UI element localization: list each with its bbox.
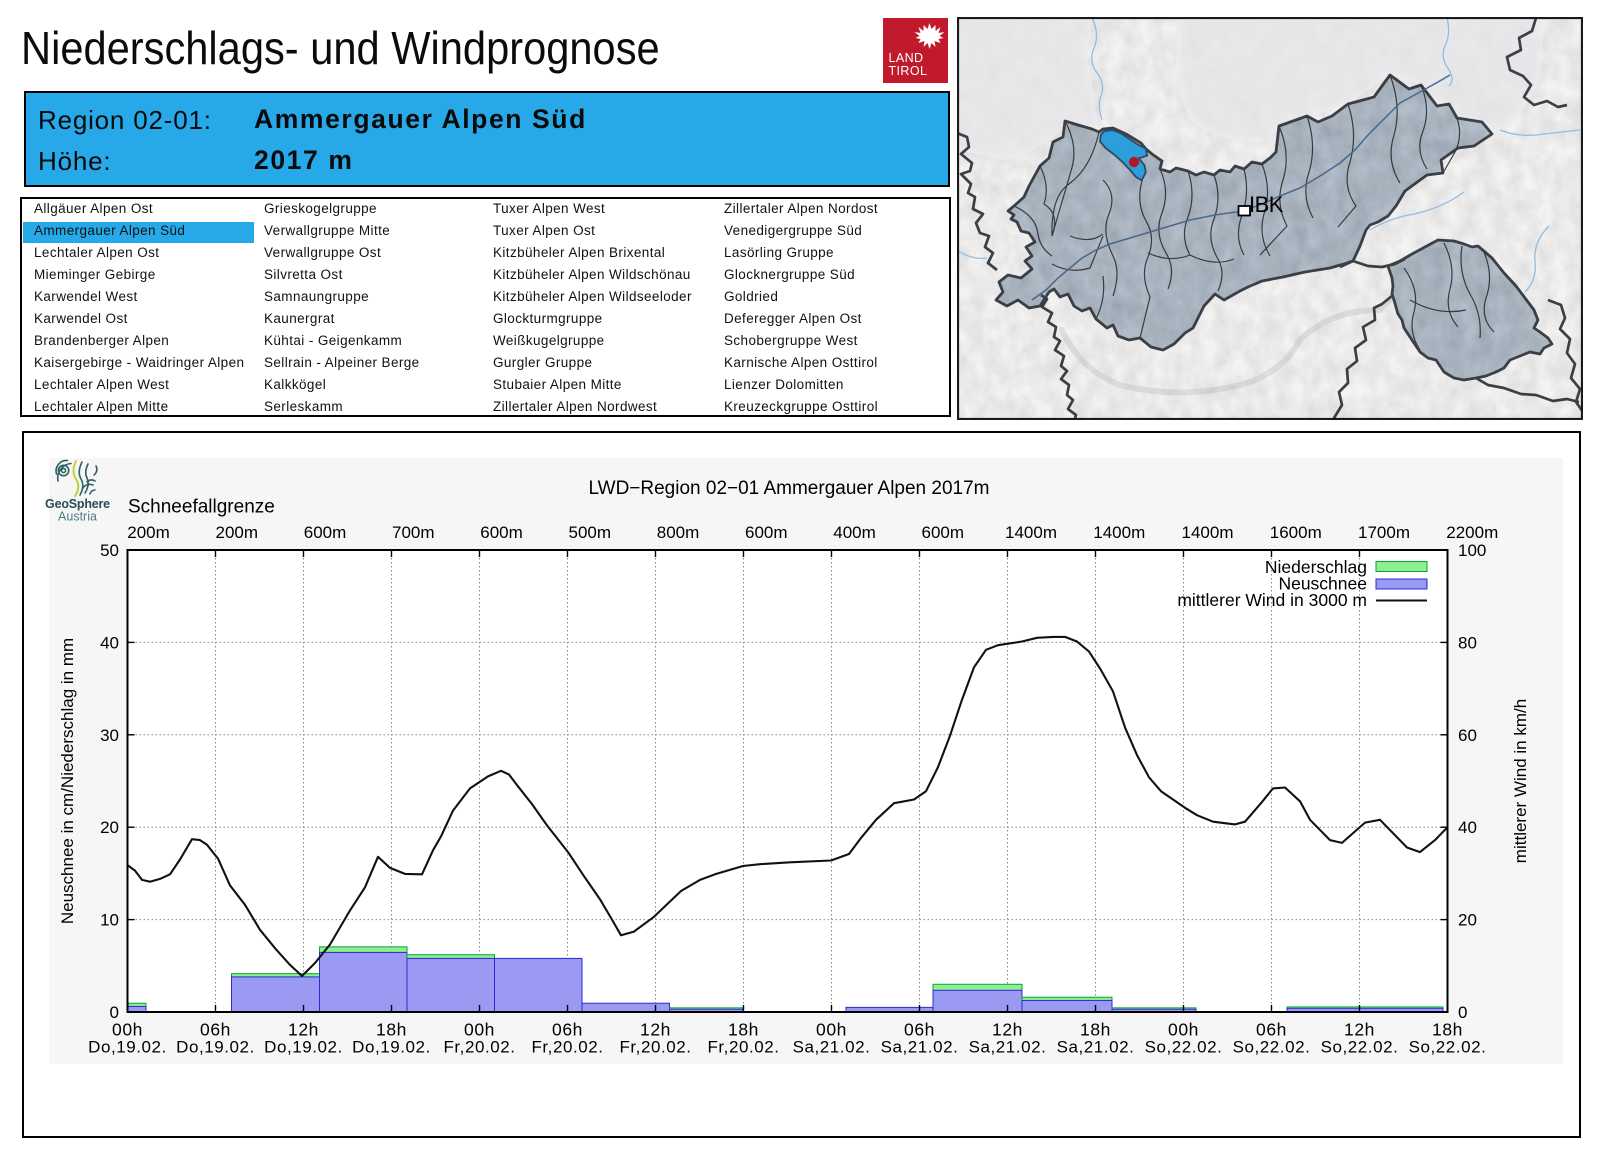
svg-text:400m: 400m <box>833 523 876 542</box>
svg-text:10: 10 <box>100 911 119 930</box>
svg-text:18h: 18h <box>376 1020 407 1040</box>
svg-text:So,22.02.: So,22.02. <box>1233 1038 1311 1057</box>
svg-text:20: 20 <box>100 818 119 837</box>
svg-text:Niederschlag: Niederschlag <box>1265 557 1367 577</box>
svg-text:600m: 600m <box>745 523 788 542</box>
svg-text:18h: 18h <box>728 1020 759 1040</box>
svg-text:LWD−Region 02−01 Ammergauer Al: LWD−Region 02−01 Ammergauer Alpen 2017m <box>588 478 989 499</box>
svg-text:Neuschnee: Neuschnee <box>1278 574 1367 594</box>
svg-text:40: 40 <box>1458 818 1477 837</box>
svg-text:So,22.02.: So,22.02. <box>1409 1038 1487 1057</box>
svg-text:00h: 00h <box>464 1020 495 1040</box>
svg-text:600m: 600m <box>304 523 347 542</box>
svg-text:mittlerer Wind in 3000 m: mittlerer Wind in 3000 m <box>1177 590 1367 610</box>
svg-text:12h: 12h <box>288 1020 319 1040</box>
svg-text:Fr,20.02.: Fr,20.02. <box>531 1038 603 1057</box>
svg-text:06h: 06h <box>1256 1020 1287 1040</box>
svg-text:So,22.02.: So,22.02. <box>1145 1038 1223 1057</box>
svg-text:06h: 06h <box>904 1020 935 1040</box>
svg-text:40: 40 <box>100 633 119 652</box>
svg-text:1400m: 1400m <box>1093 523 1145 542</box>
svg-text:06h: 06h <box>552 1020 583 1040</box>
svg-text:00h: 00h <box>1168 1020 1199 1040</box>
svg-text:06h: 06h <box>200 1020 231 1040</box>
svg-text:1400m: 1400m <box>1005 523 1057 542</box>
svg-text:500m: 500m <box>568 523 611 542</box>
svg-text:Schneefallgrenze: Schneefallgrenze <box>128 497 275 518</box>
svg-text:12h: 12h <box>1344 1020 1375 1040</box>
svg-text:Austria: Austria <box>58 510 97 524</box>
svg-text:00h: 00h <box>112 1020 143 1040</box>
svg-text:Do,19.02.: Do,19.02. <box>176 1038 255 1057</box>
svg-text:Sa,21.02.: Sa,21.02. <box>793 1038 871 1057</box>
svg-text:200m: 200m <box>127 523 170 542</box>
svg-text:50: 50 <box>100 541 119 560</box>
svg-text:Sa,21.02.: Sa,21.02. <box>881 1038 959 1057</box>
svg-text:Fr,20.02.: Fr,20.02. <box>707 1038 779 1057</box>
svg-text:00h: 00h <box>816 1020 847 1040</box>
svg-text:IBK: IBK <box>1249 192 1284 217</box>
svg-text:Do,19.02.: Do,19.02. <box>264 1038 343 1057</box>
svg-text:Do,19.02.: Do,19.02. <box>352 1038 431 1057</box>
svg-text:Sa,21.02.: Sa,21.02. <box>969 1038 1047 1057</box>
svg-text:12h: 12h <box>640 1020 671 1040</box>
svg-text:Neuschnee in cm/Niederschlag i: Neuschnee in cm/Niederschlag in mm <box>58 638 77 924</box>
svg-text:200m: 200m <box>215 523 258 542</box>
svg-text:18h: 18h <box>1080 1020 1111 1040</box>
svg-text:12h: 12h <box>992 1020 1023 1040</box>
svg-text:1700m: 1700m <box>1358 523 1410 542</box>
svg-text:1600m: 1600m <box>1270 523 1322 542</box>
svg-text:18h: 18h <box>1432 1020 1463 1040</box>
svg-text:Fr,20.02.: Fr,20.02. <box>443 1038 515 1057</box>
svg-text:GeoSphere: GeoSphere <box>45 497 110 511</box>
svg-text:80: 80 <box>1458 633 1477 652</box>
svg-text:2200m: 2200m <box>1446 523 1498 542</box>
svg-text:20: 20 <box>1458 911 1477 930</box>
svg-text:600m: 600m <box>480 523 523 542</box>
svg-text:700m: 700m <box>392 523 435 542</box>
svg-text:60: 60 <box>1458 726 1477 745</box>
svg-text:mittlerer Wind in km/h: mittlerer Wind in km/h <box>1511 699 1530 863</box>
svg-text:800m: 800m <box>657 523 700 542</box>
svg-text:1400m: 1400m <box>1182 523 1234 542</box>
svg-text:So,22.02.: So,22.02. <box>1321 1038 1399 1057</box>
svg-text:Fr,20.02.: Fr,20.02. <box>619 1038 691 1057</box>
svg-text:30: 30 <box>100 726 119 745</box>
svg-text:Do,19.02.: Do,19.02. <box>88 1038 167 1057</box>
svg-text:100: 100 <box>1458 541 1486 560</box>
svg-text:0: 0 <box>110 1003 119 1022</box>
svg-text:600m: 600m <box>921 523 964 542</box>
svg-text:0: 0 <box>1458 1003 1467 1022</box>
svg-text:Sa,21.02.: Sa,21.02. <box>1057 1038 1135 1057</box>
